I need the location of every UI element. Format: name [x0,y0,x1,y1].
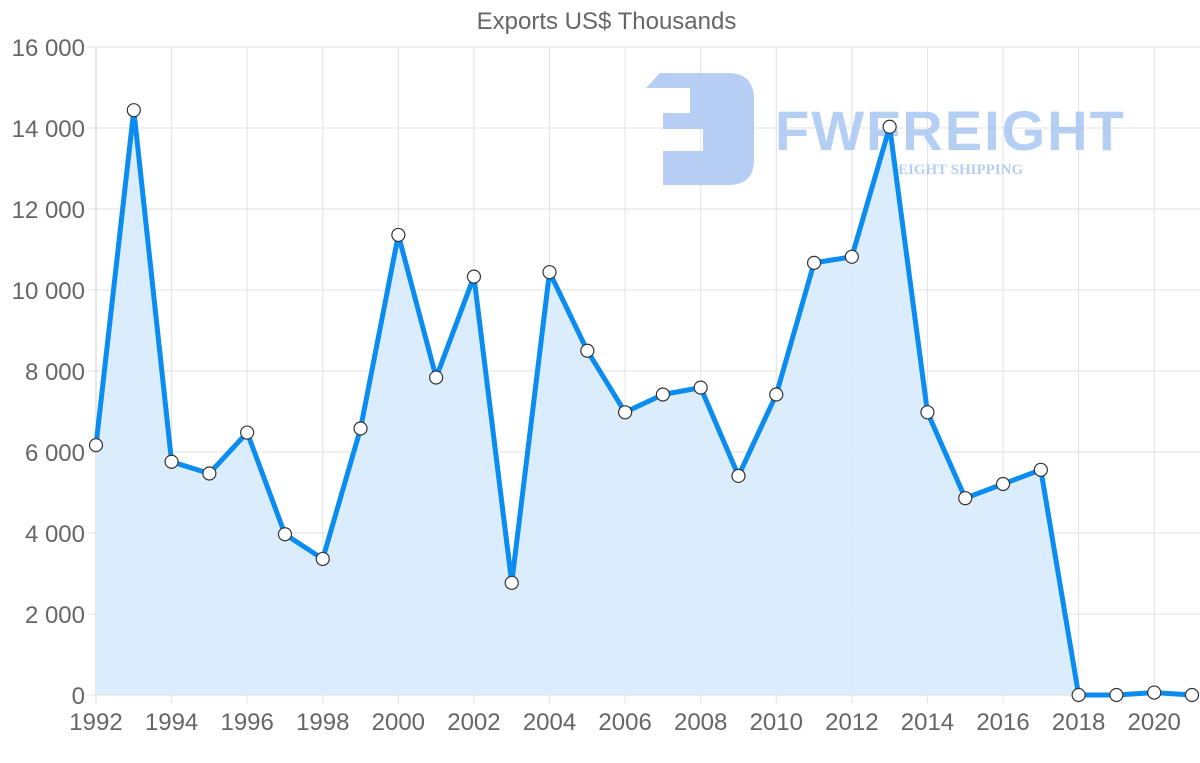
x-tick-label: 2008 [674,709,727,736]
data-point-1997 [277,527,293,542]
data-point-2015 [958,491,973,506]
y-axis: 0 2 000 4 000 6 000 8 000 10 000 12 000 14 000 1… [12,35,85,710]
y-tick-label: 2 000 [25,602,85,629]
fwfreight-logo-icon [646,73,754,185]
data-point-2002 [466,269,482,284]
data-point-2011 [806,255,822,270]
x-tick-label: 2016 [976,709,1029,736]
data-point-2016 [995,476,1011,492]
data-point-2005 [580,343,595,358]
data-point-1992 [88,438,104,453]
x-tick-label: 2020 [1128,709,1181,736]
data-point-2003 [504,575,519,590]
data-point-2019 [1109,687,1124,703]
data-point-2004 [542,265,557,280]
data-point-2006 [618,405,633,420]
x-tick-label: 2014 [901,709,954,736]
x-tick-label: 1992 [69,709,122,736]
data-point-2021 [1184,687,1200,703]
data-points [88,103,1200,703]
watermark-brand-text: FWFREIGHT [775,99,1126,162]
x-axis: 1992 1994 1996 1998 2000 2002 2004 2006 2008 2010… [69,709,1181,736]
y-tick-label: 0 [72,683,85,710]
data-point-2018 [1071,687,1086,703]
x-tick-label: 2010 [750,709,803,736]
x-tick-label: 2018 [1052,709,1105,736]
watermark-tagline-text: FREIGHT SHIPPING [878,162,1023,178]
data-point-2014 [920,405,935,420]
data-point-2020 [1147,685,1162,700]
x-tick-label: 2006 [598,709,651,736]
data-point-2009 [731,468,746,483]
y-tick-label: 16 000 [12,35,85,62]
data-point-1999 [353,421,368,436]
data-point-1994 [164,454,179,469]
data-point-2008 [693,380,708,395]
x-tick-label: 1994 [145,709,198,736]
area-fill [96,110,1192,696]
data-point-1995 [202,466,217,481]
y-tick-label: 6 000 [25,440,85,467]
fwfreight-watermark-logo: FWFREIGHT FREIGHT SHIPPING [646,73,1126,185]
x-tick-label: 1996 [220,709,273,736]
y-tick-label: 4 000 [25,521,85,548]
data-point-2012 [844,249,859,264]
data-point-1993 [126,103,141,118]
y-tick-label: 12 000 [12,197,85,224]
data-point-2001 [429,370,444,385]
x-tick-label: 2000 [372,709,425,736]
data-point-2007 [655,387,670,402]
data-point-1996 [240,425,255,440]
chart-title: Exports US$ Thousands [476,8,737,35]
y-tick-label: 8 000 [25,359,85,386]
x-tick-label: 2002 [447,709,500,736]
data-point-2013 [882,119,897,134]
y-tick-label: 10 000 [12,278,85,305]
x-tick-label: 2004 [523,709,576,736]
x-tick-label: 1998 [296,709,349,736]
data-point-1998 [315,551,330,567]
x-tick-label: 2012 [825,709,878,736]
data-point-2000 [391,227,406,243]
data-point-2017 [1033,462,1048,477]
y-tick-label: 14 000 [12,116,85,143]
data-point-2010 [769,387,784,402]
